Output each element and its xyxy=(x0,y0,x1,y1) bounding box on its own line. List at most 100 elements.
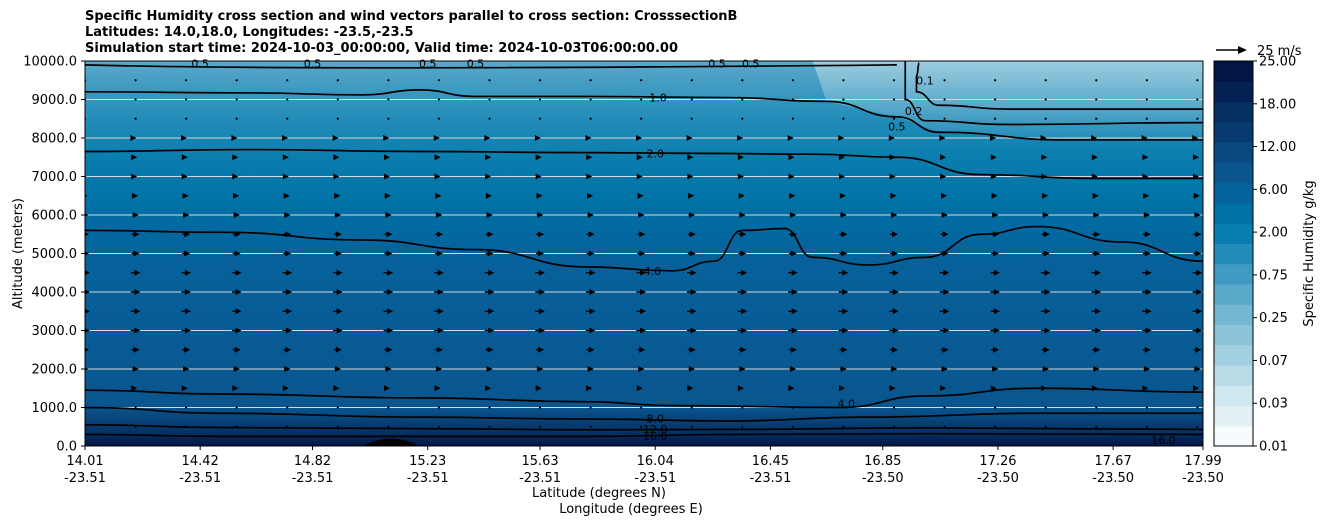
wind-vector-head xyxy=(690,269,697,276)
wind-vector-calm xyxy=(134,117,137,120)
wind-vector-head xyxy=(85,289,90,295)
wind-vector-head xyxy=(487,346,494,353)
wind-vector-head xyxy=(485,154,492,161)
wind-vector-head xyxy=(943,269,950,276)
wind-vector-head xyxy=(234,346,241,353)
wind-vector-head xyxy=(488,327,495,334)
wind-vector-calm xyxy=(1196,79,1199,82)
wind-vector-calm xyxy=(640,117,643,120)
wind-vector-head xyxy=(589,327,596,334)
x-tick-lat-label: 14.01 xyxy=(66,454,103,469)
wind-vector-head xyxy=(635,135,642,141)
wind-vector-head xyxy=(737,173,744,180)
wind-vector-head xyxy=(940,173,947,180)
wind-vector-head xyxy=(892,289,899,295)
wind-vector-calm xyxy=(488,406,491,409)
wind-vector-head xyxy=(1192,173,1199,180)
wind-vector-head xyxy=(235,308,242,315)
x-tick-lat-label: 16.85 xyxy=(864,454,901,469)
wind-vector-head xyxy=(941,212,948,218)
wind-vector-head xyxy=(286,269,293,276)
wind-vector-head xyxy=(639,289,646,295)
wind-vector-calm xyxy=(690,425,693,428)
wind-vector-head xyxy=(940,154,947,161)
contour-label: 0.5 xyxy=(419,58,437,71)
wind-vector-head xyxy=(1041,385,1048,392)
wind-vector-head xyxy=(184,269,191,276)
colorbar-segment xyxy=(1214,425,1253,447)
wind-vector-head xyxy=(1144,250,1151,257)
x-tick-lon-label: -23.51 xyxy=(64,471,106,486)
wind-vector-head xyxy=(1091,154,1098,161)
wind-vector-head xyxy=(888,135,895,141)
colorbar-frame xyxy=(1213,60,1254,447)
wind-vector-calm xyxy=(741,79,744,82)
wind-vector-head xyxy=(1196,289,1203,295)
wind-vector-head xyxy=(85,367,89,371)
wind-vector-calm xyxy=(791,79,794,82)
wind-vector-head xyxy=(1194,212,1201,218)
wind-vector-head xyxy=(437,269,444,276)
colorbar-segment xyxy=(1214,223,1253,244)
wind-vector-calm xyxy=(538,406,542,409)
wind-vector-calm xyxy=(538,98,542,101)
wind-vector-calm xyxy=(134,79,137,82)
wind-vector-head xyxy=(335,366,342,372)
humidity-contours xyxy=(85,61,1203,438)
contour-line-12.0 xyxy=(85,423,1203,431)
wind-vector-head xyxy=(334,192,341,199)
wind-vector-head xyxy=(282,173,289,180)
chart-subtitle-times: Simulation start time: 2024-10-03_00:00:… xyxy=(85,41,678,56)
y-tick-label: 3000.0 xyxy=(32,324,78,339)
wind-vector-calm xyxy=(235,117,238,120)
wind-vector-calm xyxy=(1044,79,1047,82)
colorbar-tick-label: 12.00 xyxy=(1259,140,1296,155)
wind-vector-head xyxy=(787,135,794,141)
wind-vector-head xyxy=(688,212,695,218)
wind-vector-head xyxy=(586,154,593,161)
wind-vector-head xyxy=(738,192,745,199)
contour-label: 16.0 xyxy=(643,430,668,443)
wind-vector-calm xyxy=(892,98,896,101)
wind-vector-calm xyxy=(892,406,896,409)
wind-vector-head xyxy=(636,385,643,392)
colorbar-tick-label: 18.00 xyxy=(1259,97,1296,112)
wind-vector-calm xyxy=(741,117,744,120)
wind-vector-head xyxy=(85,347,89,352)
wind-vector-head xyxy=(130,135,137,141)
wind-vector-calm xyxy=(892,117,896,120)
wind-vector-head xyxy=(387,289,394,295)
wind-vector-head xyxy=(841,231,848,238)
wind-vector-head xyxy=(234,250,241,257)
contour-label: 4.0 xyxy=(644,265,662,278)
wind-vector-calm xyxy=(185,425,188,428)
wind-vector-calm xyxy=(336,425,339,428)
wind-vector-head xyxy=(588,231,595,238)
colorbar-segment xyxy=(1214,364,1253,386)
x-tick-lat-label: 16.04 xyxy=(637,454,674,469)
wind-vector-head xyxy=(181,154,188,161)
contour-label: 0.5 xyxy=(888,120,906,133)
contour-label: 2.0 xyxy=(646,147,664,160)
wind-vector-head xyxy=(184,250,191,257)
wind-vector-head xyxy=(993,289,1000,295)
wind-vector-calm xyxy=(892,425,896,428)
wind-vector-calm xyxy=(336,406,339,409)
wind-vector-calm xyxy=(741,425,744,428)
wind-vector-head xyxy=(535,385,542,392)
wind-vector-head xyxy=(233,192,240,199)
wind-vector-head xyxy=(233,366,240,372)
wind-vector-calm xyxy=(791,406,794,409)
wind-vector-head xyxy=(384,192,391,199)
wind-vector-head xyxy=(235,327,242,334)
wind-vector-head xyxy=(891,366,898,372)
wind-vector-head xyxy=(1195,231,1202,238)
wind-vector-head xyxy=(537,212,544,218)
wind-vector-calm xyxy=(286,406,289,409)
wind-vector-head xyxy=(687,154,694,161)
wind-vector-calm xyxy=(842,79,845,82)
wind-vector-head xyxy=(534,135,541,141)
wind-vector-head xyxy=(335,231,342,238)
wind-vector-calm xyxy=(943,117,946,120)
wind-vector-head xyxy=(1043,250,1050,257)
